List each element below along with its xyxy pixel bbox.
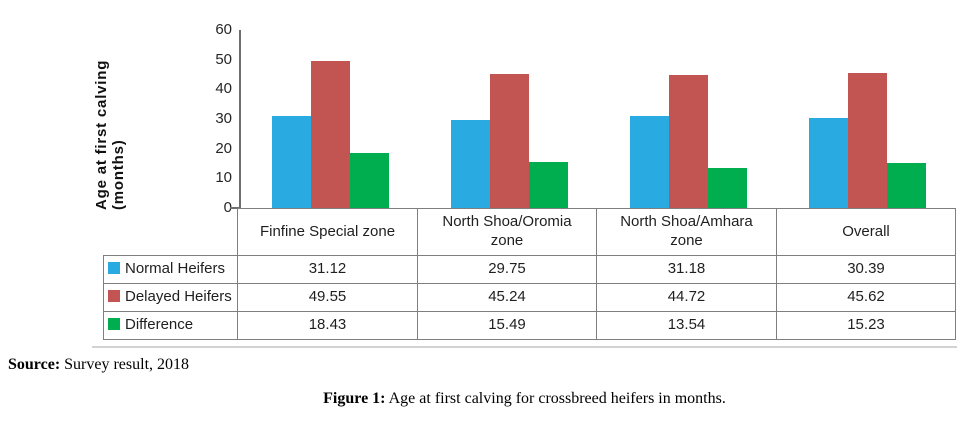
bar-normal-heifers-north-shoa-oromia-zone	[451, 119, 490, 208]
bar-difference-finfine-special-zone	[350, 153, 389, 208]
y-axis-zero-tick	[230, 207, 239, 209]
value-cell-delayed-heifers-finfine-special-zone: 49.55	[237, 283, 418, 312]
legend-swatch-delayed-heifers	[108, 290, 120, 303]
legend-cell-difference: Difference	[103, 311, 238, 340]
bar-group-overall	[778, 30, 957, 208]
y-tick-label-20: 20	[215, 139, 232, 157]
value-cell-normal-heifers-finfine-special-zone: 31.12	[237, 255, 418, 284]
y-tick-label-0: 0	[223, 199, 232, 216]
source-note: Source: Survey result, 2018	[8, 356, 189, 374]
bar-difference-north-shoa-oromia-zone	[529, 162, 568, 208]
y-tick-label-40: 40	[215, 80, 232, 98]
legend-cell-delayed-heifers: Delayed Heifers	[103, 283, 238, 312]
table-corner-cell	[104, 209, 238, 256]
bar-group-finfine-special-zone	[241, 30, 420, 208]
bar-delayed-heifers-overall	[848, 72, 887, 208]
value-cell-difference-overall: 15.23	[776, 311, 956, 340]
y-axis-ticks: 0 10 20 30 40 50 60	[170, 21, 232, 216]
table-row-normal-heifers: Normal Heifers 31.12 29.75 31.18 30.39	[103, 255, 956, 284]
bar-normal-heifers-finfine-special-zone	[272, 115, 311, 208]
legend-swatch-normal-heifers	[108, 262, 120, 275]
y-tick-label-10: 10	[215, 169, 232, 187]
bar-difference-overall	[887, 162, 926, 208]
source-label: Source:	[8, 356, 61, 373]
chart-plot	[239, 30, 957, 208]
category-header-finfine-special-zone: Finfine Special zone	[237, 208, 418, 256]
y-axis-title: Age at first calving (months)	[93, 59, 127, 210]
category-header-overall: Overall	[776, 208, 956, 256]
category-header-north-shoa-oromia-zone: North Shoa/Oromia zone	[417, 208, 597, 256]
value-cell-difference-north-shoa-oromia-zone: 15.49	[417, 311, 597, 340]
legend-label-difference: Difference	[125, 316, 194, 334]
value-cell-normal-heifers-north-shoa-amhara-zone: 31.18	[596, 255, 777, 284]
bar-difference-north-shoa-amhara-zone	[708, 167, 747, 208]
bar-delayed-heifers-north-shoa-oromia-zone	[490, 73, 529, 208]
table-row-difference: Difference 18.43 15.49 13.54 15.23	[103, 311, 956, 340]
legend-swatch-difference	[108, 318, 120, 331]
y-tick-label-30: 30	[215, 110, 232, 127]
value-cell-delayed-heifers-north-shoa-oromia-zone: 45.24	[417, 283, 597, 312]
bar-delayed-heifers-north-shoa-amhara-zone	[669, 75, 708, 208]
table-row-delayed-heifers: Delayed Heifers 49.55 45.24 44.72 45.62	[103, 283, 956, 312]
value-cell-normal-heifers-north-shoa-oromia-zone: 29.75	[417, 255, 597, 284]
value-cell-difference-finfine-special-zone: 18.43	[237, 311, 418, 340]
bar-group-north-shoa-oromia-zone	[420, 30, 599, 208]
value-cell-difference-north-shoa-amhara-zone: 13.54	[596, 311, 777, 340]
bar-normal-heifers-overall	[809, 117, 848, 208]
legend-cell-normal-heifers: Normal Heifers	[103, 255, 238, 284]
data-table: Finfine Special zone North Shoa/Oromia zo…	[103, 208, 956, 340]
legend-label-delayed-heifers: Delayed Heifers	[125, 288, 232, 306]
source-text: Survey result, 2018	[60, 356, 190, 373]
caption-text: Age at first calving for crossbreed heif…	[385, 390, 726, 407]
caption-label: Figure 1:	[323, 390, 386, 407]
value-cell-normal-heifers-overall: 30.39	[776, 255, 956, 284]
divider-rule	[92, 346, 957, 348]
figure-caption: Figure 1: Age at first calving for cross…	[80, 390, 969, 408]
legend-label-normal-heifers: Normal Heifers	[125, 260, 226, 278]
value-cell-delayed-heifers-north-shoa-amhara-zone: 44.72	[596, 283, 777, 312]
bar-group-north-shoa-amhara-zone	[599, 30, 778, 208]
y-tick-label-60: 60	[215, 21, 232, 38]
category-header-north-shoa-amhara-zone: North Shoa/Amhara zone	[596, 208, 777, 256]
data-table-body: Finfine Special zone North Shoa/Oromia zo…	[103, 208, 956, 340]
bar-normal-heifers-north-shoa-amhara-zone	[630, 115, 669, 208]
y-tick-label-50: 50	[215, 50, 232, 68]
bar-delayed-heifers-finfine-special-zone	[311, 61, 350, 208]
value-cell-delayed-heifers-overall: 45.62	[776, 283, 956, 312]
